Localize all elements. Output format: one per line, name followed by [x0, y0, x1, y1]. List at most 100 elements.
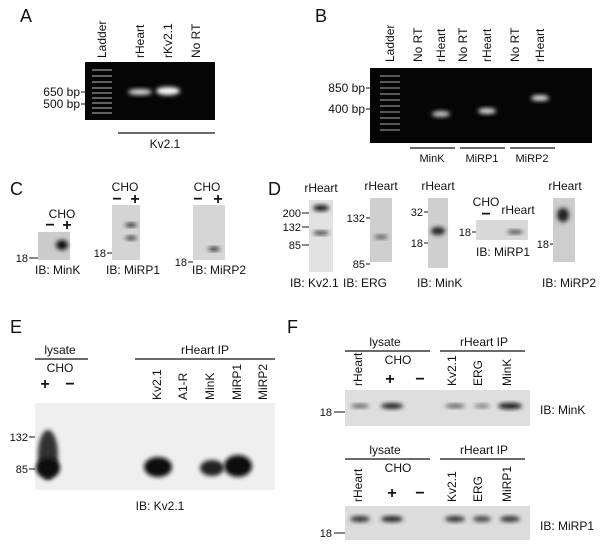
mw-marker: 200: [283, 208, 301, 220]
plus: +: [130, 191, 139, 208]
minus: −: [415, 485, 424, 502]
cell-label: CHO: [385, 353, 412, 367]
lane-label: rHeart: [351, 468, 365, 502]
lane-label: No RT: [411, 27, 425, 62]
ip-label: rHeart IP: [181, 343, 229, 357]
band: [313, 231, 329, 235]
cell-label: CHO: [47, 361, 74, 375]
band: [431, 227, 445, 235]
size-marker: 400 bp: [328, 102, 365, 116]
panel-label: C: [10, 179, 23, 199]
blot: [370, 198, 392, 262]
ib-label: IB: ERG: [343, 276, 387, 290]
plus: +: [387, 485, 396, 502]
band: [478, 108, 496, 114]
cell-label: CHO: [194, 180, 221, 194]
minus: −: [112, 191, 121, 208]
blot: [112, 205, 140, 260]
group-label: MiRP1: [465, 153, 498, 165]
ladder: [92, 69, 112, 114]
mw-marker: 85: [353, 259, 365, 271]
panel-label: B: [315, 6, 327, 26]
band: [432, 111, 450, 117]
plus: +: [62, 217, 71, 234]
minus: −: [193, 191, 202, 208]
lane-label: Kv2.1: [445, 471, 459, 502]
blot: [345, 390, 530, 426]
ip-label: rHeart IP: [460, 335, 508, 349]
lane-label: MinK: [500, 359, 514, 386]
band: [374, 235, 388, 239]
ib-label: IB: Kv2.1: [290, 276, 339, 290]
lane-label: rHeart: [364, 179, 398, 193]
band: [351, 404, 369, 408]
lane-label: rHeart: [548, 179, 582, 193]
lane-label: Ladder: [95, 21, 109, 58]
lane-label: rHeart: [304, 181, 338, 195]
lysate-label: lysate: [369, 443, 401, 457]
band: [125, 223, 137, 227]
band: [531, 95, 549, 101]
panel-label: F: [287, 317, 298, 337]
group-label: MinK: [419, 153, 445, 165]
cell-label: CHO: [49, 207, 76, 221]
lane-label: No RT: [189, 23, 203, 58]
lane-label: Kv2.1: [150, 369, 164, 400]
lane-label: Kv2.1: [445, 355, 459, 386]
blot: [193, 205, 225, 260]
mw-marker: 85: [16, 464, 28, 476]
band: [224, 455, 252, 477]
band: [381, 403, 403, 409]
lane-label: Ladder: [383, 25, 397, 62]
lane-label: MiRP2: [256, 364, 270, 400]
band: [200, 460, 224, 476]
lane-label: rHeart: [351, 352, 365, 386]
plus: +: [213, 191, 222, 208]
ib-label: IB: MiRP1: [106, 263, 160, 277]
lane-label: rHeart: [480, 28, 494, 62]
lane-label: No RT: [456, 27, 470, 62]
plus: +: [385, 371, 394, 388]
lane-label: MiRP1: [230, 364, 244, 400]
ib-label: IB: MinK: [540, 403, 585, 417]
panel-label: A: [20, 6, 32, 26]
gel: [370, 68, 592, 143]
lane-label: ERG: [471, 360, 485, 386]
mw-marker: 18: [459, 227, 471, 239]
size-marker: 850 bp: [328, 81, 365, 95]
lane-label: rHeart: [133, 24, 147, 58]
mw-marker: 18: [320, 528, 332, 540]
band: [144, 457, 172, 477]
panel-label: E: [10, 317, 22, 337]
blot: [553, 198, 575, 262]
mw-marker: 18: [537, 239, 549, 251]
mw-marker: 132: [283, 222, 301, 234]
band: [498, 403, 522, 409]
group-label: Kv2.1: [150, 137, 181, 151]
band: [557, 208, 569, 222]
mw-marker: 32: [411, 207, 423, 219]
lane-label: No RT: [508, 27, 522, 62]
band: [381, 516, 403, 522]
lane-label: rHeart: [434, 28, 448, 62]
mw-marker: 18: [320, 407, 332, 419]
band: [445, 516, 465, 522]
blot: [309, 200, 333, 272]
minus: −: [415, 371, 424, 388]
ladder: [380, 75, 400, 131]
band: [125, 236, 137, 240]
band: [474, 404, 490, 408]
band: [156, 87, 180, 95]
band: [56, 240, 68, 250]
lane-label: MinK: [203, 373, 217, 400]
plus: +: [40, 376, 49, 393]
cell-label: CHO: [112, 180, 139, 194]
ib-label: IB: MinK: [417, 276, 462, 290]
blot: [345, 506, 530, 540]
band: [350, 516, 370, 522]
band: [507, 230, 523, 234]
band: [36, 458, 60, 478]
lane-label: rHeart: [501, 203, 535, 217]
ib-label: IB: MinK: [35, 263, 80, 277]
